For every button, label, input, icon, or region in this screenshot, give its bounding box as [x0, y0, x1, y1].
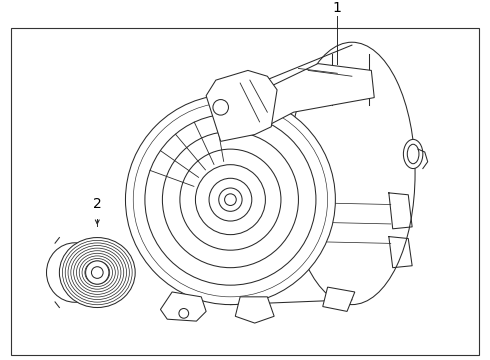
Circle shape [92, 267, 103, 278]
Ellipse shape [403, 139, 423, 168]
Ellipse shape [59, 238, 135, 307]
Text: 1: 1 [333, 1, 342, 15]
Circle shape [86, 261, 109, 284]
Polygon shape [206, 71, 277, 141]
Circle shape [125, 95, 335, 305]
Circle shape [213, 100, 228, 115]
Polygon shape [268, 64, 374, 125]
Polygon shape [323, 287, 355, 311]
Circle shape [179, 309, 189, 318]
Polygon shape [235, 297, 274, 323]
Ellipse shape [289, 42, 415, 305]
Text: 2: 2 [93, 197, 101, 211]
Circle shape [224, 194, 236, 206]
Polygon shape [160, 292, 206, 321]
Ellipse shape [407, 144, 419, 164]
Ellipse shape [47, 243, 103, 302]
